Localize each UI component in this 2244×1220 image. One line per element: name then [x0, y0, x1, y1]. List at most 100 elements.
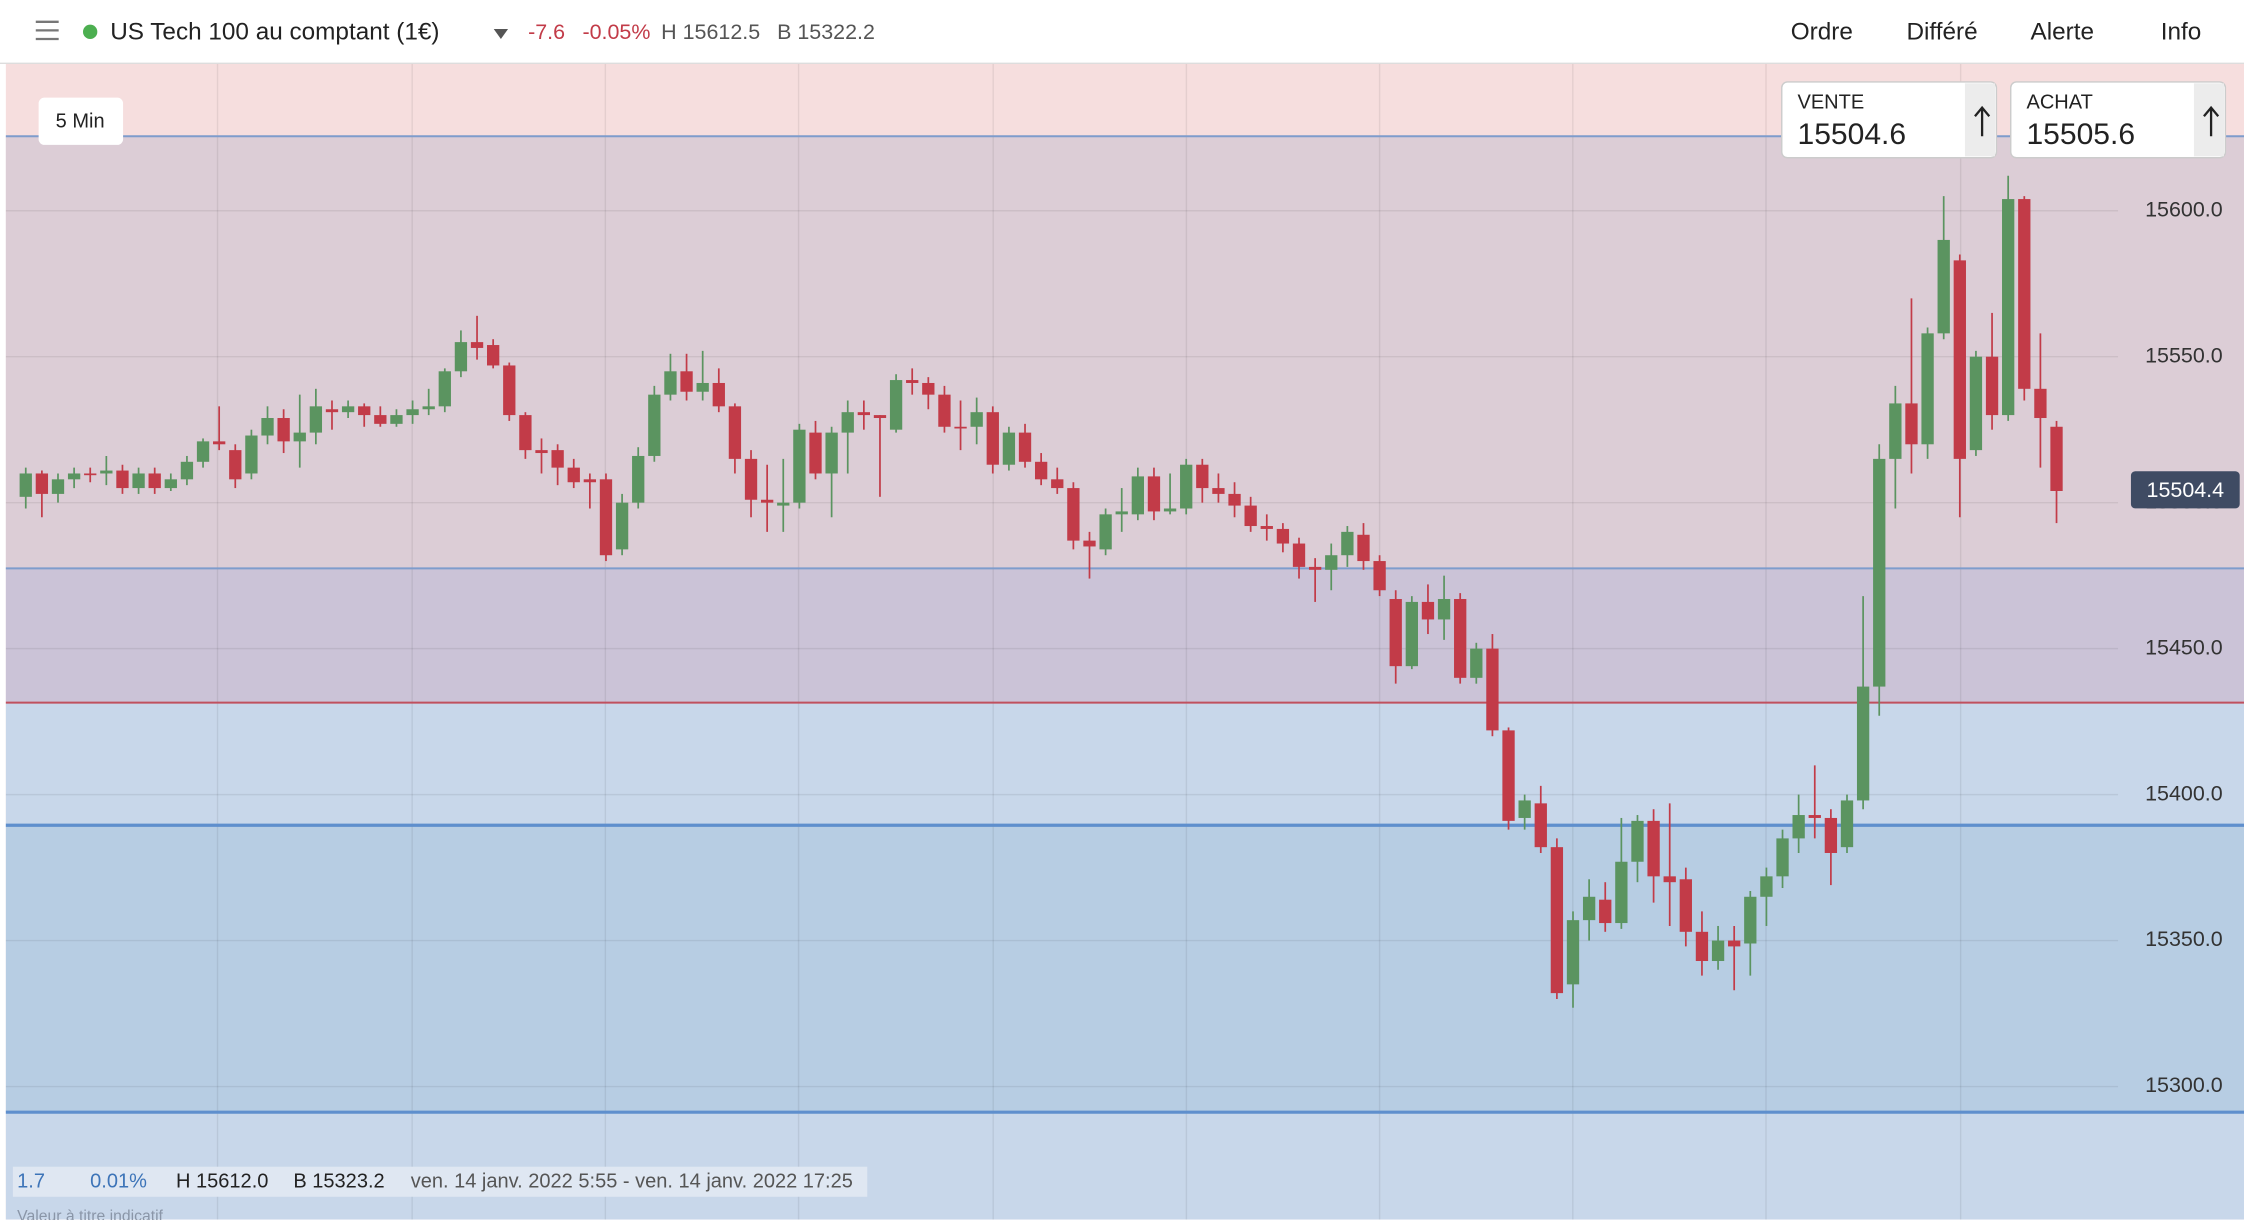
candle-body	[1969, 356, 1983, 451]
candle-body	[1018, 432, 1032, 462]
candle-body	[51, 479, 65, 494]
nav-item[interactable]: Différé	[1906, 19, 1977, 46]
footer-range: ven. 14 janv. 2022 5:55 - ven. 14 janv. …	[411, 1171, 853, 1193]
timeframe-box[interactable]	[38, 97, 124, 145]
sell-ticket[interactable]: VENTE 15504.6	[1781, 81, 1998, 159]
candle-body	[1292, 543, 1306, 567]
candle-body	[583, 479, 597, 483]
candle-body	[535, 450, 548, 454]
ticket-label: ACHAT	[2026, 92, 2092, 114]
candle-body	[809, 432, 822, 474]
candle-body	[954, 426, 967, 429]
candle-body	[1034, 461, 1048, 480]
candle-body	[1115, 511, 1128, 515]
candle-body	[841, 412, 854, 433]
candle-body	[1308, 566, 1322, 570]
candle-body	[1695, 931, 1709, 962]
candle-body	[1147, 476, 1161, 512]
menu-icon[interactable]	[35, 20, 59, 41]
candle-body	[1244, 505, 1257, 527]
candle-body	[1260, 526, 1273, 529]
candle-body	[164, 479, 177, 489]
candle-body	[19, 473, 32, 497]
candle-body	[1728, 940, 1741, 947]
candle-body	[1889, 403, 1902, 459]
ticket-price: 15504.6	[1797, 118, 1906, 151]
candle-body	[1454, 599, 1467, 678]
candle-body	[1824, 817, 1838, 853]
candle-body	[390, 415, 403, 424]
change-pct: -0.05%	[582, 20, 650, 44]
y-tick-label: 15350.0	[2145, 927, 2223, 951]
candle-body	[35, 473, 49, 494]
footer-change-pct: 0.01%	[90, 1171, 147, 1193]
header-bar	[0, 0, 2244, 64]
candle-body	[2002, 199, 2015, 416]
candle-body	[213, 441, 226, 445]
candle-body	[438, 371, 451, 407]
candle-body	[67, 473, 81, 480]
candle-body	[470, 342, 484, 348]
candle-body	[599, 479, 613, 556]
candle-body	[1744, 896, 1757, 944]
candle-body	[1873, 458, 1886, 687]
y-tick-label: 15400.0	[2145, 781, 2223, 805]
last-price-tag	[2130, 471, 2240, 509]
level-zone	[5, 702, 2244, 826]
candle-body	[1550, 847, 1564, 994]
candle-body	[1437, 599, 1451, 620]
candle-body	[1808, 815, 1821, 818]
instrument-name[interactable]: US Tech 100 au comptant (1€)	[110, 19, 439, 46]
candle-body	[712, 382, 725, 407]
candle-body	[116, 470, 129, 489]
candle-body	[1486, 648, 1499, 731]
candle-body	[1760, 876, 1773, 897]
candle-body	[1228, 493, 1241, 506]
candle-body	[374, 415, 387, 424]
candle-body	[632, 455, 645, 503]
nav-item[interactable]: Alerte	[2030, 19, 2094, 46]
candle-body	[1953, 260, 1966, 459]
candle-body	[519, 415, 532, 451]
candle-body	[406, 409, 419, 416]
candle-body	[1002, 432, 1016, 465]
candle-body	[567, 467, 580, 483]
candle-body	[1856, 686, 1870, 801]
candle-body	[487, 345, 500, 366]
nav-item[interactable]: Ordre	[1791, 19, 1853, 46]
candle-body	[132, 473, 145, 489]
dropdown-caret[interactable]	[493, 28, 509, 39]
nav-item[interactable]: Info	[2161, 19, 2202, 46]
candle-body	[744, 458, 758, 500]
candle-body	[1776, 838, 1789, 877]
candle-body	[970, 412, 983, 427]
candle-body	[2034, 388, 2047, 419]
candle-body	[1325, 555, 1338, 570]
timeframe[interactable]: 5 Min	[56, 110, 105, 132]
footer-change: 1.7	[17, 1171, 45, 1193]
candle-body	[551, 450, 564, 468]
candle-body	[148, 473, 161, 489]
level-zone	[5, 568, 2244, 703]
candle-body	[84, 473, 97, 476]
candle-body	[1212, 488, 1225, 494]
candle-body	[1647, 820, 1660, 877]
buy-ticket[interactable]: ACHAT 15505.6	[2010, 81, 2227, 159]
ticket-label: VENTE	[1797, 92, 1864, 114]
candle-body	[1083, 540, 1096, 547]
candle-body	[1502, 730, 1515, 821]
candle-body	[1518, 800, 1531, 818]
candle-body	[277, 418, 290, 442]
candle-body	[680, 371, 693, 392]
candle-body	[1389, 599, 1402, 667]
candle-body	[503, 365, 516, 416]
candle-body	[325, 409, 339, 413]
candle-body	[1985, 356, 1999, 416]
candle-body	[1921, 333, 1934, 445]
candle-body	[648, 394, 661, 456]
candle-body	[1196, 464, 1209, 489]
candle-body	[986, 412, 999, 465]
candle-body	[180, 461, 194, 480]
candle-body	[664, 371, 677, 395]
